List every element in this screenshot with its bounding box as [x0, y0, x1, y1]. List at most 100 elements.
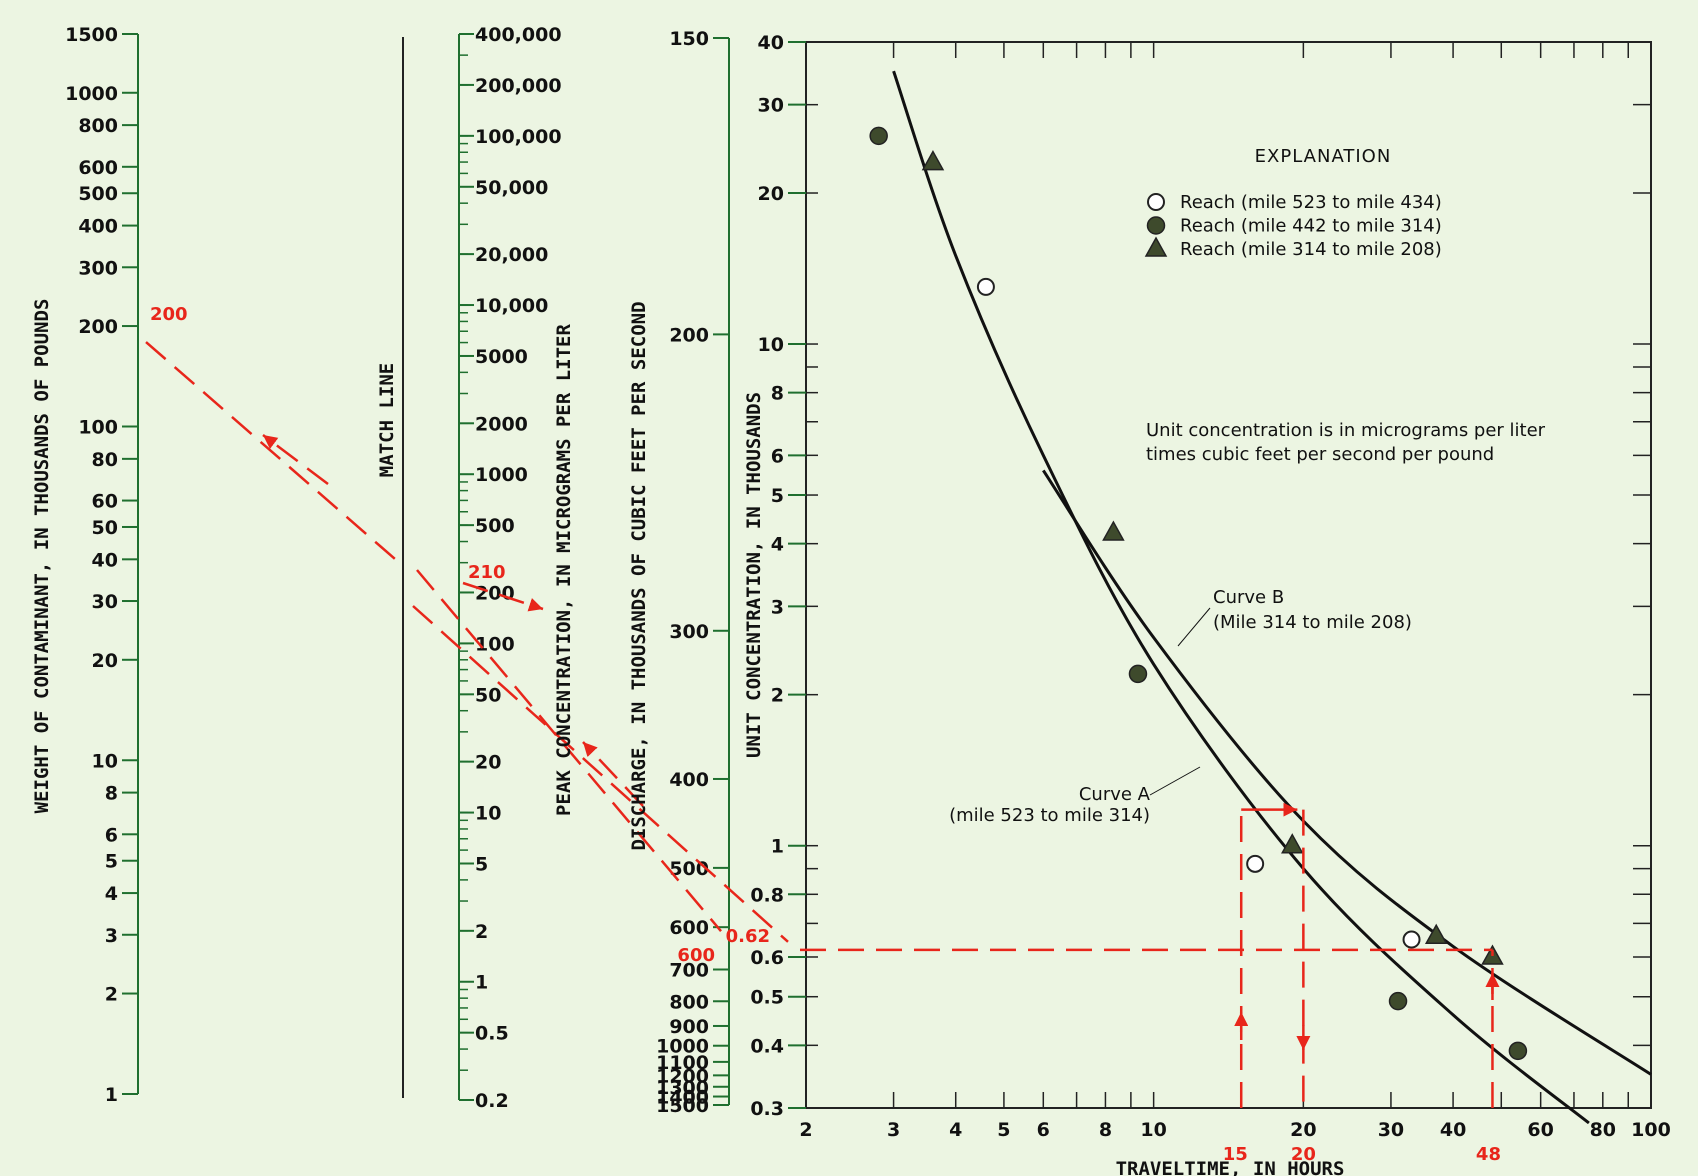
peak-tick-label: 0.5 [475, 1023, 509, 1045]
legend-entry-label: Reach (mile 523 to mile 434) [1180, 192, 1442, 213]
weight-tick-label: 200 [78, 316, 118, 338]
weight-tick-label: 5 [105, 851, 118, 873]
plot-x-tick-label: 60 [1527, 1119, 1553, 1141]
weight-axis-title: WEIGHT OF CONTAMINANT, IN THOUSANDS OF P… [31, 299, 53, 814]
peak-tick-label: 100,000 [475, 126, 562, 148]
weight-tick-label: 20 [92, 650, 118, 672]
example-line-match-unit [412, 605, 789, 943]
peak-concentration-scale: 400,000 200,000 100,000 50,000 20,000 10,000 5… [458, 24, 562, 1112]
weight-tick-label: 1000 [65, 83, 118, 105]
data-point-filled-circle [869, 126, 888, 146]
curve-b-label: Curve B [1213, 587, 1284, 608]
discharge-tick-label: 400 [669, 769, 709, 791]
weight-tick-label: 300 [78, 257, 118, 279]
plot-x-tick-label: 4 [949, 1119, 962, 1141]
data-point-filled-circle [1128, 664, 1148, 684]
legend: EXPLANATION Reach (mile 523 to mile 434) R… [1144, 146, 1546, 465]
x-axis-title: TRAVELTIME, IN HOURS [1116, 1158, 1345, 1176]
plot-y-tick-label: 20 [758, 183, 784, 205]
plot-y-tick-label: 4 [771, 534, 784, 556]
legend-marker-filled-circle [1146, 216, 1166, 235]
curve-b-leader [1177, 607, 1211, 647]
curve-b-sublabel: (Mile 314 to mile 208) [1213, 612, 1412, 633]
example-line-weight-match [145, 341, 404, 567]
weight-tick-label: 10 [92, 750, 118, 772]
plot-x-tick-label: 80 [1590, 1119, 1616, 1141]
data-point-open-circle [976, 277, 995, 296]
plot-x-tick-label: 30 [1378, 1119, 1404, 1141]
unit-concentration-plot: 40 30 20 10 8 6 5 4 3 2 1 0.8 0.6 0.5 0.4 0.3 2 3 4 5 6 8 10 20… [750, 32, 1671, 1141]
discharge-tick-label: 150 [669, 28, 709, 50]
peak-tick-label: 50 [475, 684, 501, 706]
peak-tick-label: 20,000 [475, 244, 548, 266]
example-arrow-weight [262, 434, 329, 485]
data-point-filled-triangle [921, 150, 945, 171]
plot-x-tick-label: 20 [1290, 1119, 1316, 1141]
data-point-open-circle [1402, 930, 1421, 949]
weight-tick-label: 100 [78, 417, 118, 439]
plot-x-tick-label: 2 [799, 1119, 812, 1141]
legend-marker-filled-triangle [1144, 236, 1168, 257]
plot-y-tick-label: 3 [771, 596, 784, 618]
peak-tick-label: 5 [475, 853, 488, 875]
data-point-filled-circle [1508, 1041, 1528, 1061]
curve-a-sublabel: (mile 523 to mile 314) [949, 805, 1150, 826]
discharge-tick-label: 800 [669, 991, 709, 1013]
plot-x-tick-label: 6 [1037, 1119, 1050, 1141]
plot-x-tick-label: 5 [997, 1119, 1010, 1141]
discharge-tick-label: 600 [669, 917, 709, 939]
note-line-2: times cubic feet per second per pound [1146, 444, 1494, 465]
weight-tick-label: 4 [105, 883, 118, 905]
weight-tick-label: 30 [92, 591, 118, 613]
discharge-tick-label: 900 [669, 1016, 709, 1038]
peak-tick-label: 0.2 [475, 1090, 509, 1112]
curve-a-label: Curve A [1079, 784, 1151, 805]
plot-y-tick-label: 0.5 [750, 987, 784, 1009]
plot-y-tick-label: 40 [758, 32, 784, 54]
weight-tick-label: 500 [78, 183, 118, 205]
plot-y-tick-label: 10 [758, 334, 784, 356]
example-time-label: 20 [1291, 1144, 1316, 1165]
peak-axis-title: PEAK CONCENTRATION, IN MICROGRAMS PER LI… [553, 324, 575, 816]
plot-y-tick-label: 0.4 [750, 1035, 784, 1057]
plot-x-tick-label: 3 [887, 1119, 900, 1141]
weight-tick-label: 60 [92, 491, 118, 513]
peak-tick-label: 2000 [475, 413, 528, 435]
weight-tick-label: 8 [105, 783, 118, 805]
data-point-open-circle [1246, 854, 1265, 873]
peak-tick-label: 50,000 [475, 177, 548, 199]
plot-y-tick-label: 5 [771, 485, 784, 507]
plot-y-tick-label: 30 [758, 95, 784, 117]
discharge-tick-label: 1000 [656, 1036, 709, 1058]
weight-tick-label: 50 [92, 517, 118, 539]
legend-entry-label: Reach (mile 442 to mile 314) [1180, 216, 1442, 237]
example-arrow-discharge [462, 581, 544, 612]
plot-x-tick-label: 10 [1140, 1119, 1166, 1141]
discharge-tick-label: 1300 [656, 1077, 709, 1099]
weight-tick-label: 400 [78, 216, 118, 238]
weight-tick-label: 2 [105, 984, 118, 1006]
plot-x-tick-label: 40 [1440, 1119, 1466, 1141]
discharge-tick-label: 200 [669, 324, 709, 346]
peak-tick-label: 1 [475, 972, 488, 994]
data-points [869, 126, 1528, 1061]
discharge-tick-label: 1400 [656, 1087, 709, 1109]
peak-tick-label: 200 [475, 582, 515, 604]
example-time-label: 15 [1223, 1144, 1248, 1165]
weight-tick-label: 6 [105, 824, 118, 846]
example-weight-label: 200 [150, 304, 188, 325]
discharge-scale: 1502003004005006007008009001000110012001… [656, 28, 730, 1117]
note-line-1: Unit concentration is in micrograms per … [1146, 420, 1546, 441]
plot-frame [805, 41, 1652, 1109]
plot-y-tick-label: 2 [771, 685, 784, 707]
example-peak-label: 210 [468, 562, 506, 583]
plot-y-tick-label: 0.6 [750, 947, 784, 969]
peak-tick-label: 500 [475, 515, 515, 537]
peak-tick-label: 10 [475, 803, 501, 825]
curve-a [892, 70, 1590, 1125]
discharge-tick-label: 1500 [656, 1095, 709, 1117]
curve-a-leader [1149, 766, 1201, 796]
plot-y-tick-label: 1 [771, 836, 784, 858]
